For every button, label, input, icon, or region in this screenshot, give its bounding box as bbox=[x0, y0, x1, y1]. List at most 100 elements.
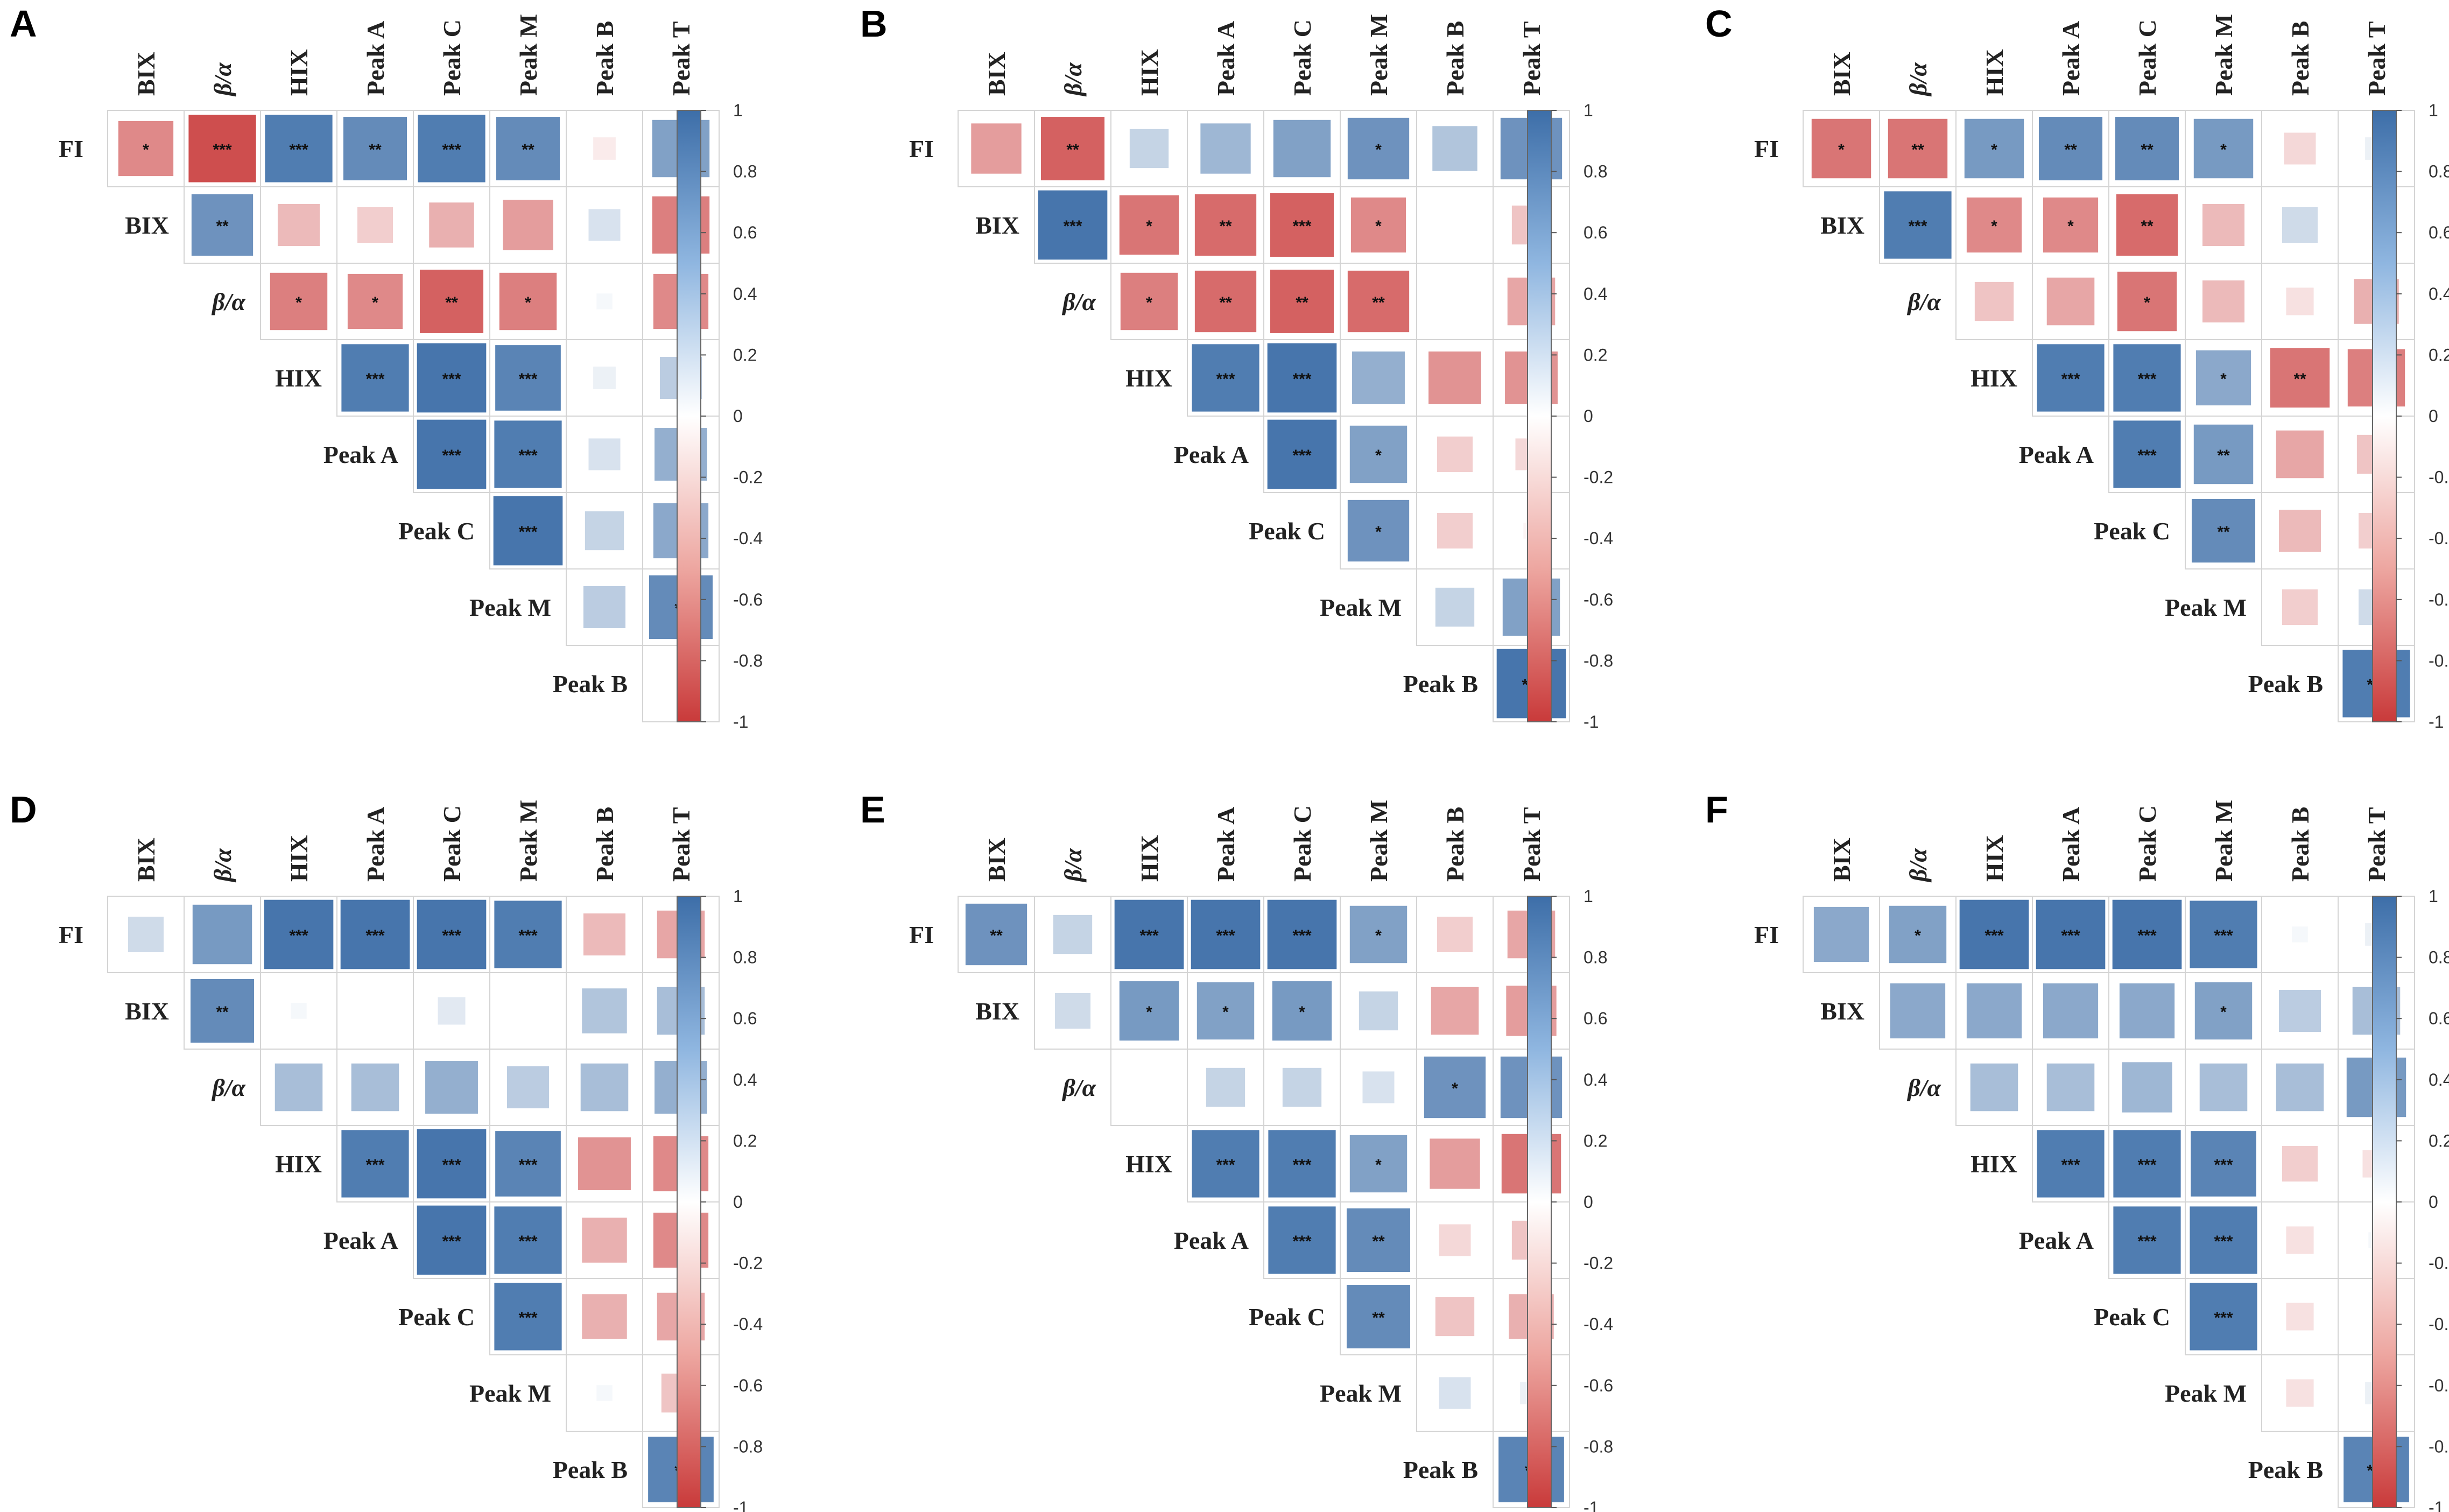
corr-square bbox=[2190, 901, 2257, 968]
corr-square bbox=[417, 899, 487, 969]
corr-square bbox=[351, 1063, 399, 1112]
colorbar-tick: 0 bbox=[733, 406, 743, 426]
corr-square bbox=[496, 116, 560, 181]
significance-mark: * bbox=[1991, 141, 1997, 159]
significance-mark: * bbox=[2144, 294, 2150, 312]
significance-mark: * bbox=[2220, 370, 2227, 388]
row-label: Peak B bbox=[1403, 670, 1478, 698]
significance-mark: *** bbox=[1292, 370, 1311, 388]
corr-square bbox=[2113, 344, 2181, 412]
significance-mark: ** bbox=[445, 294, 458, 312]
significance-mark: ** bbox=[1219, 217, 1232, 235]
colorbar-tick: 0.6 bbox=[733, 1009, 757, 1028]
colorbar-tick: -0.8 bbox=[733, 1437, 763, 1456]
corr-square bbox=[580, 1063, 629, 1112]
row-label: FI bbox=[1754, 921, 1779, 948]
colorbar-tick: -0.6 bbox=[2429, 1376, 2449, 1395]
col-label: Peak B bbox=[591, 807, 618, 882]
colorbar-tick: -0.2 bbox=[1584, 468, 1613, 487]
corr-square bbox=[2193, 424, 2254, 484]
significance-mark: * bbox=[2220, 141, 2227, 159]
corr-square bbox=[2286, 1226, 2314, 1254]
corr-square bbox=[264, 899, 334, 969]
significance-mark: *** bbox=[289, 141, 308, 159]
corr-square bbox=[1966, 197, 2022, 253]
colorbar-tick: -0.8 bbox=[2429, 1437, 2449, 1456]
colorbar-tick: -1 bbox=[1584, 1498, 1599, 1512]
colorbar bbox=[677, 896, 701, 1508]
corr-square bbox=[499, 272, 557, 330]
colorbar-tick: 1 bbox=[2429, 887, 2438, 906]
corr-square bbox=[2191, 1131, 2256, 1197]
corr-square bbox=[2037, 344, 2105, 412]
corr-square bbox=[1424, 1056, 1486, 1119]
col-label: BIX bbox=[983, 52, 1010, 96]
corr-square bbox=[1040, 116, 1105, 181]
colorbar bbox=[677, 110, 701, 722]
row-label: HIX bbox=[1971, 1150, 2017, 1178]
panel-label: B bbox=[860, 3, 888, 45]
col-label: Peak A bbox=[362, 807, 389, 882]
corr-square bbox=[1350, 197, 1406, 253]
corr-square bbox=[357, 207, 393, 243]
panel-D: D BIX β/α HIX Peak A Peak C Peak M Peak B Peak T… bbox=[10, 789, 763, 1512]
row-label: Peak M bbox=[2165, 594, 2247, 621]
colorbar-tick: 0.6 bbox=[1584, 223, 1607, 242]
significance-mark: * bbox=[1375, 141, 1382, 159]
corr-square bbox=[341, 1130, 409, 1198]
row-label: Peak C bbox=[1249, 517, 1325, 545]
corr-square bbox=[1270, 193, 1334, 257]
significance-mark: ** bbox=[2141, 217, 2154, 235]
corr-square bbox=[494, 1206, 562, 1274]
row-label: BIX bbox=[1820, 997, 1864, 1025]
significance-mark: *** bbox=[1216, 927, 1235, 945]
corr-square bbox=[1964, 118, 2024, 179]
significance-mark: ** bbox=[1372, 1233, 1385, 1250]
row-label: HIX bbox=[1971, 364, 2017, 392]
corr-square bbox=[1282, 1067, 1322, 1107]
corr-square bbox=[341, 344, 409, 412]
panel-label: F bbox=[1705, 789, 1728, 831]
corr-square bbox=[1431, 987, 1479, 1035]
corr-square bbox=[494, 1283, 562, 1351]
corr-square bbox=[495, 345, 561, 411]
col-label: β/α bbox=[1904, 62, 1932, 97]
significance-mark: ** bbox=[1219, 294, 1232, 312]
col-label: HIX bbox=[1981, 49, 2008, 96]
col-label: Peak B bbox=[1441, 21, 1469, 96]
corr-square bbox=[1813, 906, 1869, 962]
corr-square bbox=[2194, 982, 2253, 1040]
row-label: Peak A bbox=[2019, 1227, 2094, 1254]
corr-square bbox=[494, 420, 562, 488]
significance-mark: * bbox=[1146, 1003, 1152, 1021]
significance-mark: ** bbox=[2217, 447, 2230, 465]
significance-mark: * bbox=[1991, 217, 1997, 235]
row-label: Peak B bbox=[2248, 670, 2323, 698]
corr-square bbox=[277, 203, 320, 247]
col-label: BIX bbox=[1828, 838, 1855, 882]
corr-square bbox=[417, 343, 487, 413]
significance-mark: *** bbox=[2214, 927, 2233, 945]
row-label: BIX bbox=[975, 997, 1019, 1025]
colorbar-tick: -0.4 bbox=[1584, 529, 1613, 548]
corr-square bbox=[1200, 123, 1251, 174]
corr-square bbox=[2286, 287, 2314, 315]
corr-square bbox=[2199, 1063, 2248, 1112]
corr-square bbox=[1347, 270, 1410, 333]
colorbar-tick: 0 bbox=[2429, 1192, 2438, 1212]
corr-square bbox=[1439, 1377, 1471, 1409]
colorbar-tick: 0.4 bbox=[1584, 1070, 1607, 1089]
corr-square bbox=[582, 1218, 627, 1263]
corr-square bbox=[506, 1066, 550, 1109]
significance-mark: ** bbox=[990, 927, 1003, 945]
row-label: β/α bbox=[211, 1074, 246, 1101]
col-label: Peak C bbox=[2134, 19, 2161, 96]
significance-mark: *** bbox=[2214, 1309, 2233, 1327]
colorbar-tick: -0.4 bbox=[2429, 1314, 2449, 1334]
significance-mark: *** bbox=[1908, 217, 1927, 235]
significance-mark: *** bbox=[1292, 1233, 1311, 1250]
corr-square bbox=[1890, 983, 1946, 1039]
panel-A: A BIX β/α HIX Peak A Peak C Peak M Peak B Peak T… bbox=[10, 3, 763, 732]
significance-mark: ** bbox=[2141, 141, 2154, 159]
col-label: HIX bbox=[285, 835, 313, 882]
